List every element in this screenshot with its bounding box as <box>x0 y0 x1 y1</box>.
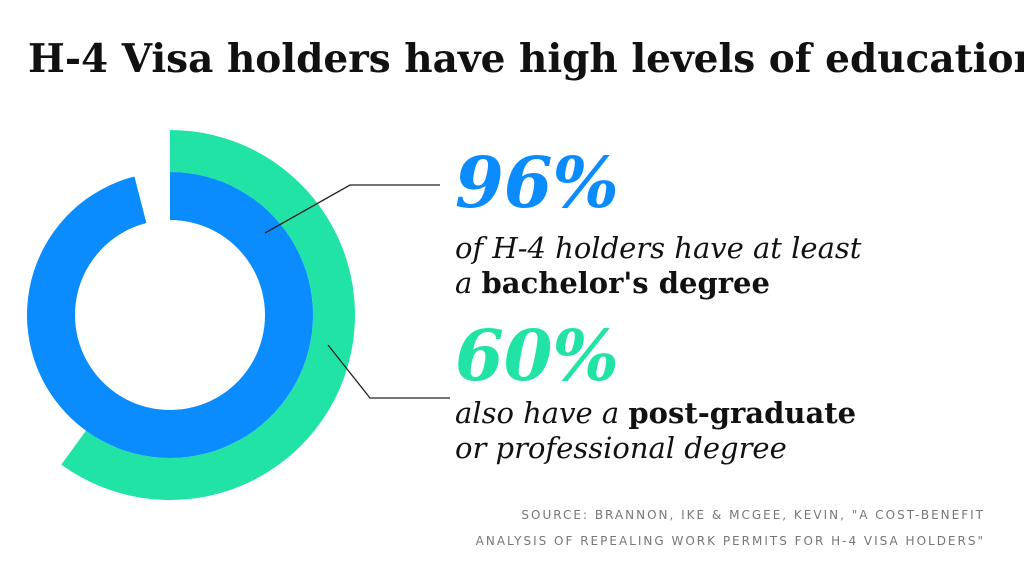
source: SOURCE: BRANNON, IKE & MCGEE, KEVIN, "A … <box>521 508 985 522</box>
description: of H-4 holders have at least <box>455 231 862 265</box>
value-label: 60% <box>455 314 619 397</box>
title: H-4 Visa holders have high levels of edu… <box>28 36 1024 82</box>
value-label: 96% <box>455 141 619 224</box>
description: also have a post-graduate <box>455 396 856 430</box>
leader-line <box>264 184 440 234</box>
description: a bachelor's degree <box>455 266 770 300</box>
arc <box>27 171 314 459</box>
source: ANALYSIS OF REPEALING WORK PERMITS FOR H… <box>476 534 985 548</box>
description-part: a <box>455 266 472 300</box>
description-part: post-graduate <box>628 396 856 430</box>
arc <box>61 130 356 500</box>
description-part: bachelor's degree <box>482 266 770 300</box>
leader-line <box>327 344 450 399</box>
radial-chart <box>27 130 356 500</box>
description-part: also have a <box>455 396 619 430</box>
description: or professional degree <box>455 431 787 465</box>
